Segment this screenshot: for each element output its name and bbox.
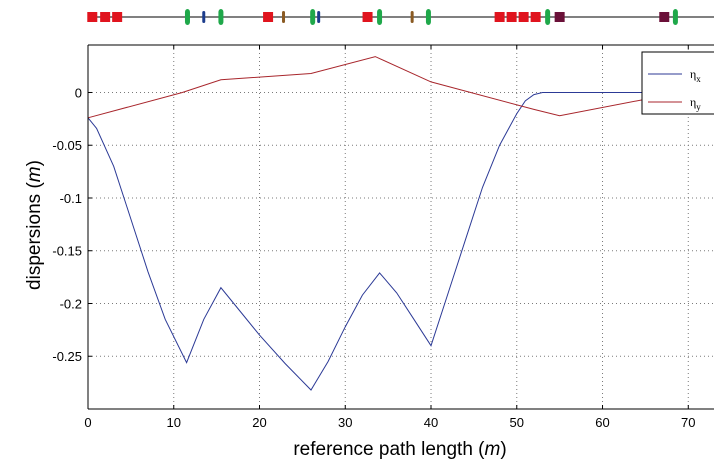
legend-label-eta-x: ηx (690, 67, 701, 84)
y-tick-label: -0.2 (60, 296, 82, 311)
y-tick-label: -0.25 (52, 349, 82, 364)
x-tick-label: 30 (338, 415, 352, 430)
x-axis-label: reference path length (m) (293, 439, 506, 460)
beamline-quadrupole (377, 9, 383, 25)
x-tick-label: 10 (167, 415, 181, 430)
beamline-quadrupole (545, 9, 551, 25)
beamline-quadrupole (218, 9, 224, 25)
beamline-dipole (494, 12, 505, 22)
y-tick-label: -0.1 (60, 191, 82, 206)
beamline-kicker (659, 12, 670, 22)
series-line-eta-x (87, 92, 714, 391)
series-line-eta-y (87, 56, 714, 119)
beamline-dipole (87, 12, 98, 22)
beamline-sextupole (282, 11, 286, 23)
beamline-quadrupole (310, 9, 316, 25)
beamline-corrector (317, 11, 321, 23)
x-tick-label: 40 (424, 415, 438, 430)
beamline-quadrupole (184, 9, 190, 25)
beamline-dipole (530, 12, 541, 22)
beamline-quadrupole (425, 9, 431, 25)
axes (87, 44, 714, 410)
y-tick-label: -0.15 (52, 244, 82, 259)
beamline-dipole (263, 12, 274, 22)
x-tick-label: 70 (681, 415, 695, 430)
beamline-kicker (554, 12, 565, 22)
beamline-sextupole (410, 11, 414, 23)
y-tick-label: -0.05 (52, 138, 82, 153)
tick-labels: 0 10 20 30 40 50 60 70 0 -0.05 -0.1 -0.15 -0.2 -0.25 (52, 85, 695, 430)
x-tick-label: 20 (252, 415, 266, 430)
legend: ηx ηy (641, 51, 714, 115)
beamline-quadrupole (672, 9, 678, 25)
beamline-corrector (202, 11, 206, 23)
beamline-dipole (100, 12, 111, 22)
beamline-lattice (87, 9, 714, 25)
beamline-dipole (362, 12, 373, 22)
grid-lines (88, 45, 714, 409)
legend-label-eta-y: ηy (690, 95, 701, 112)
beamline-dipole (518, 12, 529, 22)
y-tick-label: 0 (75, 85, 82, 100)
y-axis-label: dispersions (m) (24, 160, 45, 290)
legend-box (641, 51, 714, 115)
x-tick-label: 0 (84, 415, 91, 430)
x-tick-label: 50 (510, 415, 524, 430)
x-tick-label: 60 (595, 415, 609, 430)
beamline-dipole (506, 12, 517, 22)
beamline-dipole (112, 12, 123, 22)
series-lines (87, 56, 714, 391)
